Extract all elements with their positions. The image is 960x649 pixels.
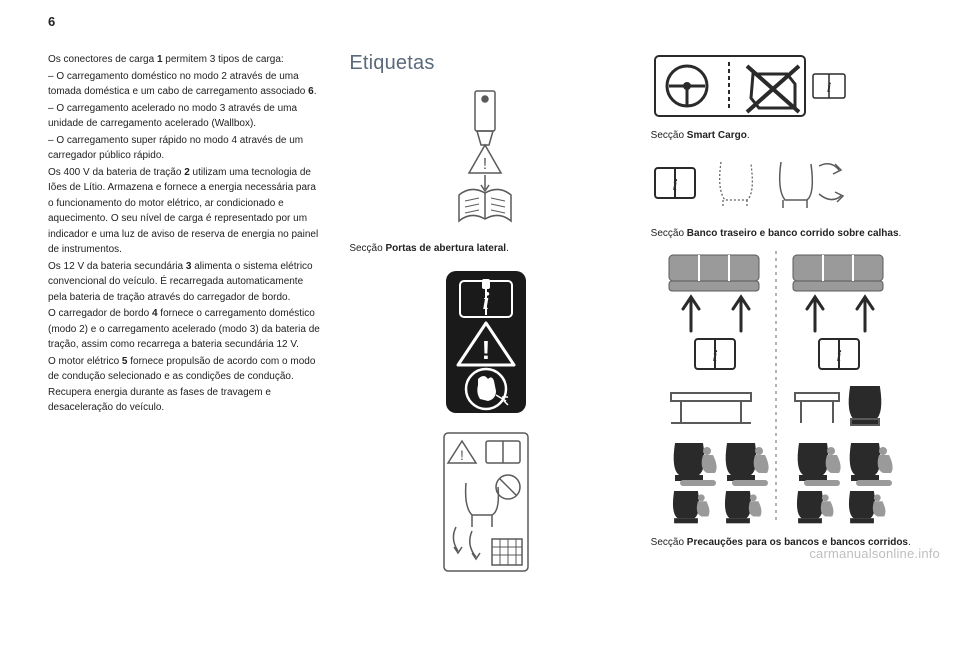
text: . [506, 243, 509, 254]
para: – O carregamento doméstico no modo 2 atr… [48, 69, 321, 100]
text: Secção [349, 243, 385, 254]
svg-text:i: i [712, 348, 717, 365]
para: Os 12 V da bateria secundária 3 alimenta… [48, 259, 321, 306]
text: permitem 3 tipos de carga: [163, 54, 284, 65]
text: Os 12 V da bateria secundária [48, 261, 186, 272]
label-seat-precautions-icon: i i [651, 247, 901, 527]
para: Os 400 V da bateria de tração 2 utilizam… [48, 165, 321, 258]
label-smart-cargo-icon: i [651, 52, 851, 122]
column-right: i Secção Smart Cargo. i [651, 52, 924, 631]
column-left: Os conectores de carga 1 permitem 3 tipo… [48, 52, 321, 631]
svg-text:!: ! [483, 156, 487, 173]
figure-caption: Secção Portas de abertura lateral. [349, 241, 622, 257]
svg-text:!: ! [482, 335, 491, 365]
para: O motor elétrico 5 fornece propulsão de … [48, 354, 321, 416]
text-bold: Smart Cargo [687, 130, 747, 141]
text: O motor elétrico [48, 356, 122, 367]
svg-text:i: i [827, 81, 831, 96]
watermark-text: carmanualsonline.info [809, 546, 940, 561]
para: Os conectores de carga 1 permitem 3 tipo… [48, 52, 321, 68]
svg-text:i: i [836, 348, 841, 365]
svg-text:i: i [483, 289, 490, 315]
figure-caption: Secção Banco traseiro e banco corrido so… [651, 226, 924, 242]
label-rear-bench-icon: i [651, 150, 851, 220]
text: . [899, 228, 902, 239]
text: O carregador de bordo [48, 308, 152, 319]
column-middle: Etiquetas ! [349, 52, 622, 631]
figure-caption: Secção Smart Cargo. [651, 128, 924, 144]
text: Os conectores de carga [48, 54, 157, 65]
para: O carregador de bordo 4 fornece o carreg… [48, 306, 321, 353]
text: utilizam uma tecnologia de Iões de Lítio… [48, 167, 318, 256]
text-bold: Portas de abertura lateral [385, 243, 506, 254]
section-heading: Etiquetas [349, 52, 622, 75]
svg-text:!: ! [460, 447, 464, 463]
text: – O carregamento doméstico no modo 2 atr… [48, 71, 308, 98]
text: Os 400 V da bateria de tração [48, 167, 184, 178]
text: Secção [651, 130, 687, 141]
text: Secção [651, 537, 687, 548]
text: . [314, 86, 317, 97]
text-bold: Banco traseiro e banco corrido sobre cal… [687, 228, 899, 239]
text: Secção [651, 228, 687, 239]
text: . [747, 130, 750, 141]
para: – O carregamento acelerado no modo 3 atr… [48, 101, 321, 132]
para: – O carregamento super rápido no modo 4 … [48, 133, 321, 164]
label-seat-fold-icon: ! [436, 427, 536, 577]
label-warning-manual-icon: ! [431, 85, 541, 235]
page-number: 6 [48, 14, 55, 29]
label-black-warning-icon: i ! [436, 267, 536, 417]
svg-text:i: i [672, 177, 677, 194]
